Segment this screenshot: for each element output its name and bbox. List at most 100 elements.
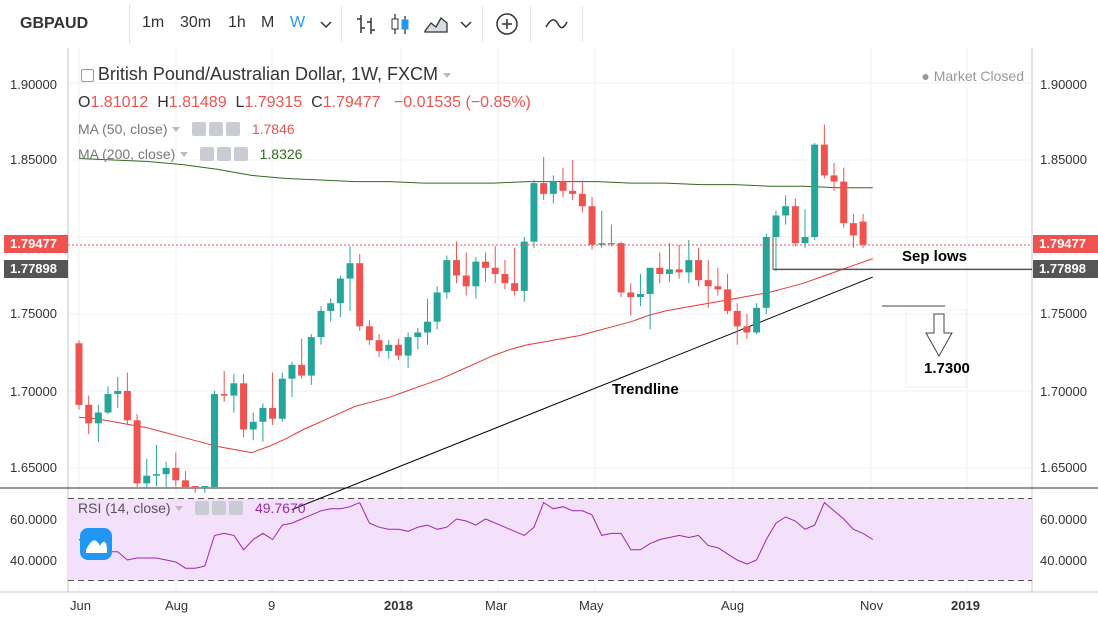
candle xyxy=(404,332,412,368)
candle-body xyxy=(627,292,635,298)
candle xyxy=(298,338,306,379)
close-icon[interactable] xyxy=(226,122,241,136)
candle-body xyxy=(211,394,219,487)
candle xyxy=(607,224,615,247)
time-label: Aug xyxy=(721,598,745,613)
add-indicator-icon[interactable] xyxy=(493,10,521,38)
candle xyxy=(588,196,596,250)
candle-body xyxy=(201,486,209,487)
logo-icon xyxy=(80,528,112,560)
price-chart[interactable] xyxy=(0,48,1098,624)
candle xyxy=(423,298,431,345)
candle xyxy=(85,395,93,435)
timeframe-1m[interactable]: 1m xyxy=(142,14,165,31)
candle xyxy=(220,370,228,402)
candle-body xyxy=(830,175,838,182)
market-status-label: Market Closed xyxy=(933,68,1024,84)
right-tick-label: 1.65000 xyxy=(1040,460,1087,475)
chevron-down-icon[interactable] xyxy=(174,505,184,513)
eye-icon[interactable] xyxy=(192,122,207,136)
candle-body xyxy=(482,261,490,268)
toolbar-separator xyxy=(582,6,583,42)
close-icon[interactable] xyxy=(233,147,248,161)
time-label: Jun xyxy=(70,598,91,613)
candle xyxy=(520,237,528,302)
candle xyxy=(327,298,335,322)
candle-body xyxy=(511,283,519,291)
gear-icon[interactable] xyxy=(216,147,231,161)
ma200-legend[interactable]: MA (200, close) 1.8326 xyxy=(78,146,302,162)
candle xyxy=(269,372,277,425)
timeframe-1h[interactable]: 1h xyxy=(228,14,246,31)
candle xyxy=(230,374,238,413)
candle xyxy=(714,267,722,296)
candle xyxy=(627,283,635,316)
time-label: 2018 xyxy=(384,598,413,613)
candle-body xyxy=(114,391,122,395)
candle-body xyxy=(162,468,170,475)
candle-body xyxy=(230,383,238,396)
candle-body xyxy=(724,289,732,311)
chevron-down-icon[interactable] xyxy=(456,10,476,38)
candle xyxy=(772,210,780,271)
candle-body xyxy=(346,263,354,279)
rsi-legend[interactable]: RSI (14, close) 49.7670 xyxy=(78,500,306,516)
candle xyxy=(617,241,625,298)
candle-body xyxy=(549,181,557,194)
collapse-icon[interactable] xyxy=(81,69,94,82)
low-value: 1.79315 xyxy=(244,94,303,111)
chevron-down-icon[interactable] xyxy=(171,126,181,134)
area-chart-icon[interactable] xyxy=(422,10,450,38)
candle xyxy=(472,257,480,299)
candle-body xyxy=(259,407,267,422)
candle-body xyxy=(191,486,199,487)
candle xyxy=(840,167,848,228)
candle-body xyxy=(646,267,654,294)
eye-icon[interactable] xyxy=(195,501,210,515)
candle xyxy=(762,233,770,314)
time-label: Mar xyxy=(485,598,508,613)
close-icon[interactable] xyxy=(229,501,244,515)
candle-body xyxy=(317,310,325,338)
level-price-label: 1.77898 xyxy=(1033,260,1098,278)
time-label: 2019 xyxy=(951,598,980,613)
candle-body xyxy=(704,280,712,287)
gear-icon[interactable] xyxy=(209,122,224,136)
legend-title: British Pound/Australian Dollar, 1W, FXC… xyxy=(97,64,439,84)
eye-icon[interactable] xyxy=(199,147,214,161)
candle xyxy=(172,452,180,487)
bar-style-icon[interactable] xyxy=(352,10,380,38)
candle-body xyxy=(530,183,538,242)
candle xyxy=(482,252,490,282)
candles-icon[interactable] xyxy=(386,10,414,38)
candle-body xyxy=(656,267,664,274)
candle-body xyxy=(336,278,344,304)
candle xyxy=(414,327,422,350)
close-label: C xyxy=(311,94,323,111)
timeframe-week[interactable]: W xyxy=(290,14,306,31)
chevron-down-icon[interactable] xyxy=(316,10,336,38)
candle-body xyxy=(288,364,296,379)
candle xyxy=(201,486,209,493)
timeframe-month[interactable]: M xyxy=(261,14,275,31)
symbol-search-button[interactable]: GBPAUD xyxy=(8,4,130,44)
candle xyxy=(685,240,693,284)
candle xyxy=(104,386,112,415)
candle xyxy=(559,167,567,197)
current-price-label: 1.79477 xyxy=(1033,235,1098,253)
chevron-down-icon[interactable] xyxy=(179,151,189,159)
ma50-label: MA (50, close) xyxy=(78,121,168,137)
candle-body xyxy=(327,303,335,311)
chevron-down-icon[interactable] xyxy=(442,72,452,80)
top-toolbar: GBPAUD 1m 30m 1h M W xyxy=(0,0,1098,49)
candle xyxy=(181,471,189,487)
timeframe-30m[interactable]: 30m xyxy=(180,14,212,31)
candle-body xyxy=(298,364,306,376)
candle xyxy=(830,163,838,191)
candle-body xyxy=(123,391,131,421)
compare-icon[interactable] xyxy=(542,10,570,38)
candle xyxy=(549,175,557,204)
candle xyxy=(724,273,732,314)
gear-icon[interactable] xyxy=(212,501,227,515)
ma50-legend[interactable]: MA (50, close) 1.7846 xyxy=(78,121,295,137)
